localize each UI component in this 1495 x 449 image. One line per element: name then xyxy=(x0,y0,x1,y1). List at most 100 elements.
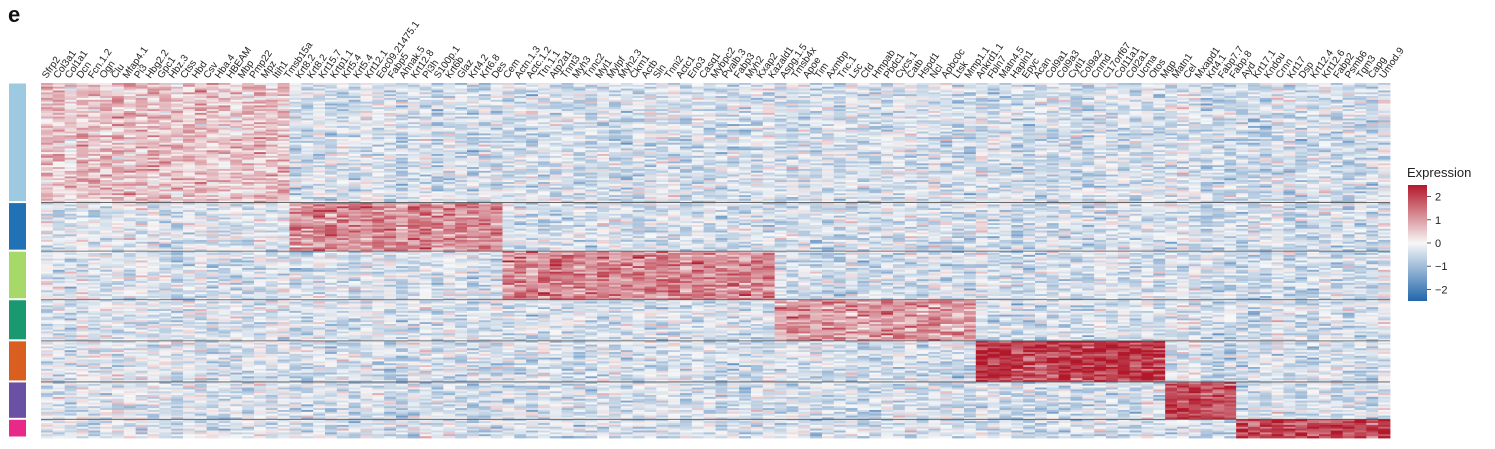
heatmap-cell xyxy=(112,419,125,422)
heatmap-cell xyxy=(147,189,160,192)
heatmap-cell xyxy=(88,262,101,265)
heatmap-cell xyxy=(123,423,137,426)
heatmap-cell xyxy=(171,83,184,86)
heatmap-cell xyxy=(64,172,77,175)
heatmap-cell xyxy=(171,94,184,97)
heatmap-cell xyxy=(159,129,172,132)
heatmap-cell xyxy=(123,223,137,226)
heatmap-cell xyxy=(64,206,77,209)
heatmap-cell xyxy=(100,221,113,224)
heatmap-cell xyxy=(76,411,89,415)
heatmap-cell xyxy=(112,191,125,194)
heatmap-cell xyxy=(41,88,54,91)
heatmap-cell xyxy=(159,185,172,189)
heatmap-cell xyxy=(112,251,125,254)
heatmap-cell xyxy=(76,333,89,336)
heatmap-cell xyxy=(135,131,148,134)
heatmap-cell xyxy=(52,251,66,254)
heatmap-cell xyxy=(41,96,54,99)
heatmap-cell xyxy=(76,159,89,162)
heatmap-cell xyxy=(76,419,89,422)
heatmap-cell xyxy=(112,294,125,297)
heatmap-cell xyxy=(135,148,148,151)
heatmap-cell xyxy=(159,381,172,385)
heatmap-cell xyxy=(171,122,184,125)
heatmap-cell xyxy=(100,277,113,280)
heatmap-cell xyxy=(123,251,137,254)
heatmap-cell xyxy=(64,266,77,269)
heatmap-cell xyxy=(112,107,125,110)
heatmap-cell xyxy=(277,436,290,439)
heatmap-cell xyxy=(52,353,66,357)
heatmap-cell xyxy=(159,125,172,129)
heatmap-cell xyxy=(135,103,148,106)
heatmap-cell xyxy=(159,107,172,110)
heatmap-cell xyxy=(88,161,101,164)
heatmap-cell xyxy=(100,296,113,299)
heatmap-cell xyxy=(159,264,172,267)
heatmap-cell xyxy=(76,208,89,211)
heatmap-cell xyxy=(147,245,160,248)
heatmap-cell xyxy=(159,370,172,374)
heatmap-cell xyxy=(41,140,54,144)
panel-letter: e xyxy=(8,2,20,28)
heatmap-cell xyxy=(76,178,89,181)
heatmap-cell xyxy=(52,387,66,390)
heatmap-cell xyxy=(100,376,113,379)
heatmap-cell xyxy=(112,400,125,403)
heatmap-cell xyxy=(123,168,137,172)
heatmap-cell xyxy=(88,241,101,245)
heatmap-cell xyxy=(159,84,172,88)
heatmap-cell xyxy=(159,180,172,183)
heatmap-cell xyxy=(112,232,125,235)
heatmap-cell xyxy=(64,286,77,289)
heatmap-cell xyxy=(52,428,66,431)
heatmap-cell xyxy=(88,376,101,379)
heatmap-cell xyxy=(147,140,160,144)
heatmap-cell xyxy=(100,395,113,398)
heatmap-cell xyxy=(88,338,101,342)
heatmap-cell xyxy=(52,165,66,168)
heatmap-cell xyxy=(112,223,125,226)
heatmap-cell xyxy=(147,221,160,224)
heatmap-cell xyxy=(159,327,172,331)
heatmap-cell xyxy=(41,260,54,263)
heatmap-cell xyxy=(76,344,89,347)
heatmap-cell xyxy=(52,107,66,110)
heatmap-cell xyxy=(41,367,54,370)
heatmap-cell xyxy=(88,269,101,273)
heatmap-cell xyxy=(52,271,66,274)
heatmap-cell xyxy=(52,269,66,273)
heatmap-cell xyxy=(123,148,137,151)
heatmap-cell xyxy=(112,284,125,288)
heatmap-cell xyxy=(41,256,54,260)
heatmap-cell xyxy=(135,198,148,202)
heatmap-cell xyxy=(64,350,77,353)
heatmap-cell xyxy=(123,189,137,192)
heatmap-cell xyxy=(100,254,113,258)
heatmap-cell xyxy=(52,294,66,297)
heatmap-cell xyxy=(112,305,125,308)
heatmap-cell xyxy=(112,114,125,118)
heatmap-cell xyxy=(88,395,101,398)
heatmap-cell xyxy=(52,374,66,377)
heatmap-cell xyxy=(171,180,184,183)
heatmap-cell xyxy=(159,210,172,213)
heatmap-cell xyxy=(41,182,54,185)
heatmap-cell xyxy=(41,296,54,299)
heatmap-cell xyxy=(41,234,54,237)
heatmap-cell xyxy=(88,350,101,353)
heatmap-cell xyxy=(64,352,77,355)
heatmap-cell xyxy=(135,383,148,387)
heatmap-cell xyxy=(159,367,172,370)
heatmap-cell xyxy=(100,434,113,437)
heatmap-cell xyxy=(88,165,101,168)
heatmap-cell xyxy=(123,352,137,355)
heatmap-cell xyxy=(135,230,148,233)
heatmap-cell xyxy=(159,135,172,138)
heatmap-cell xyxy=(100,314,113,317)
heatmap-cell xyxy=(100,333,113,336)
heatmap-cell xyxy=(64,163,77,166)
heatmap-cell xyxy=(52,191,66,194)
heatmap-cell xyxy=(171,112,184,116)
